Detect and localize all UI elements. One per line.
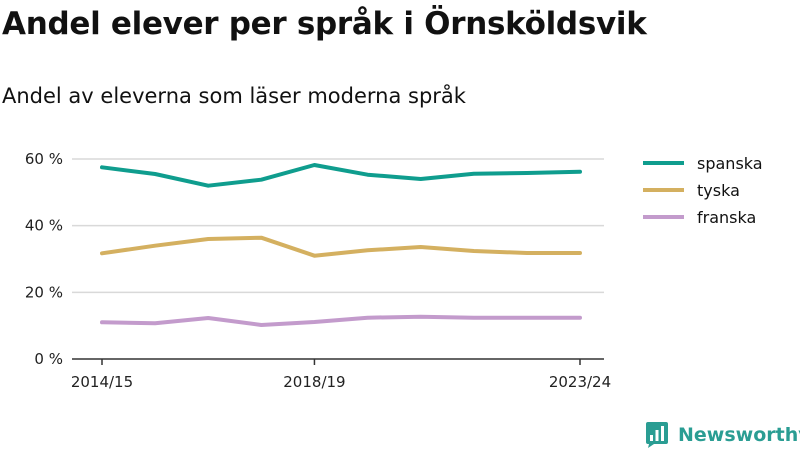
newsworthy-logo-icon [646, 422, 668, 448]
x-tick-label: 2023/24 [549, 373, 611, 391]
y-tick-label: 20 % [25, 283, 63, 301]
y-tick-label: 60 % [25, 150, 63, 168]
series-line-tyska [100, 235, 582, 258]
x-axis: 2014/15 2018/19 2023/24 [71, 358, 611, 391]
legend-label-franska: franska [697, 208, 756, 227]
newsworthy-logo: Newsworthy [645, 421, 800, 449]
legend-label-spanska: spanska [697, 154, 763, 173]
series-lines [100, 163, 582, 327]
newsworthy-logo-text: Newsworthy [678, 424, 800, 446]
chart-title: Andel elever per språk i Örnsköldsvik [2, 6, 647, 42]
y-tick-label: 0 % [34, 350, 63, 368]
x-tick-label: 2014/15 [71, 373, 133, 391]
legend: spanska tyska franska [643, 154, 763, 227]
legend-label-tyska: tyska [697, 181, 740, 200]
chart-subtitle: Andel av eleverna som läser moderna språ… [2, 84, 466, 108]
series-line-spanska [100, 163, 582, 188]
series-line-franska [100, 314, 582, 327]
y-tick-label: 40 % [25, 217, 63, 235]
gridlines: 0 % 20 % 40 % 60 % [25, 150, 604, 368]
x-tick-label: 2018/19 [283, 373, 345, 391]
